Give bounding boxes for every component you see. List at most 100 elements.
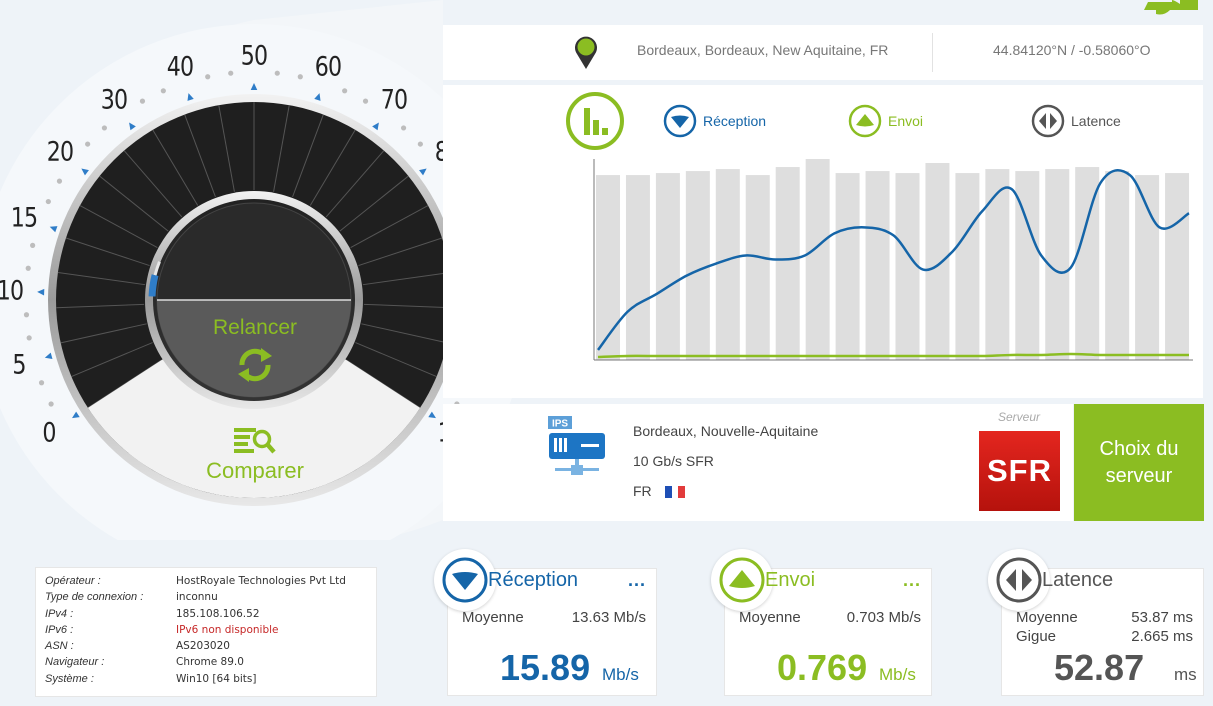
download-arrow-icon: [663, 104, 697, 138]
upload-more-button[interactable]: ...: [902, 570, 921, 590]
server-icon: IPS: [548, 416, 605, 475]
upload-arrow-icon: [848, 104, 882, 138]
download-result-card: Réception ... Moyenne 13.63 Mb/s 15.89 M…: [434, 549, 657, 696]
info-value: HostRoyale Technologies Pvt Ltd: [176, 575, 346, 587]
location-pin-icon: [575, 36, 597, 69]
gauge-tick-marker: [81, 168, 89, 176]
legend-download[interactable]: Réception: [663, 104, 766, 138]
gauge-dot: [23, 312, 30, 318]
bar-chart-toggle-icon[interactable]: [565, 91, 625, 151]
relancer-button[interactable]: Relancer: [155, 300, 355, 405]
gauge-tick-marker: [428, 411, 436, 419]
upload-series-line: [597, 352, 1189, 359]
download-average-value: 13.63 Mb/s: [571, 609, 646, 626]
gauge-tick-marker: [314, 93, 321, 101]
info-label: ASN :: [45, 640, 74, 653]
upload-badge: [711, 549, 773, 611]
server-country: FR: [633, 483, 652, 499]
info-row: Opérateur : HostRoyale Technologies Pvt L…: [45, 573, 367, 589]
refresh-icon: [238, 348, 272, 382]
gauge-segment-line: [79, 205, 158, 248]
info-label: Opérateur :: [45, 575, 101, 587]
gauge-dot: [274, 70, 280, 76]
legend-latency-label: Latence: [1071, 113, 1121, 129]
location-city: Bordeaux, Bordeaux, New Aquitaine, FR: [637, 42, 889, 58]
server-caption: Serveur: [998, 410, 1041, 424]
gauge-segment-line: [123, 150, 183, 218]
latency-bar: [655, 173, 680, 360]
upload-average-label: Moyenne: [739, 609, 801, 626]
gauge-dot: [25, 265, 31, 271]
speed-progress-arc: [148, 274, 159, 297]
download-more-button[interactable]: ...: [627, 570, 646, 590]
latency-bar: [625, 175, 650, 360]
graph-panel: Réception Envoi Latence: [443, 85, 1203, 398]
gauge-dot: [139, 98, 146, 104]
gauge-dot: [362, 98, 369, 104]
gauge-dot: [30, 242, 36, 248]
latency-bar: [1105, 171, 1130, 360]
connection-info: Opérateur : HostRoyale Technologies Pvt L…: [35, 567, 377, 697]
gauge-tick-label: 10: [0, 275, 24, 307]
gauge-segment-line: [355, 342, 437, 378]
info-value: Chrome 89.0: [176, 656, 244, 669]
gauge-tick-label: 50: [240, 40, 268, 72]
gauge-segment-line: [292, 114, 324, 198]
download-average-label: Moyenne: [462, 609, 524, 626]
latency-arrows-icon: [996, 557, 1042, 603]
gauge-dot: [342, 88, 348, 94]
latency-bar: [865, 171, 890, 360]
latency-average-value: 53.87 ms: [1131, 609, 1193, 626]
info-label: Type de connexion :: [45, 591, 144, 604]
info-row: IPv6 : IPv6 non disponible: [45, 622, 367, 638]
location-divider: [932, 33, 933, 72]
gauge-tick-label: 60: [314, 51, 341, 83]
latency-bar: [1135, 175, 1160, 360]
upload-speed-value: 0.769: [777, 647, 868, 688]
comparer-button[interactable]: Comparer: [195, 425, 315, 495]
latency-card-title: Latence: [1042, 569, 1114, 591]
gauge-dot: [26, 335, 32, 341]
latency-bar: [775, 167, 800, 360]
gauge-dot: [48, 401, 54, 407]
latency-value: 52.87: [1054, 647, 1145, 688]
server-icon-label: IPS: [552, 419, 568, 430]
latency-result-card: Latence Moyenne 53.87 ms Gigue 2.665 ms …: [988, 549, 1204, 696]
upload-average-value: 0.703 Mb/s: [846, 609, 921, 626]
legend-latency[interactable]: Latence: [1031, 104, 1121, 138]
latency-bar: [715, 169, 740, 360]
info-row: Système : Win10 [64 bits]: [45, 671, 367, 687]
legend-upload[interactable]: Envoi: [848, 104, 923, 138]
gauge-segment-line: [273, 105, 290, 192]
gauge-tick-label: 20: [46, 136, 74, 168]
info-row: IPv4 : 185.108.106.52: [45, 606, 367, 622]
jitter-label: Gigue: [1016, 628, 1057, 645]
info-label: IPv4 :: [45, 607, 74, 620]
relancer-background: [157, 300, 351, 397]
relancer-label: Relancer: [212, 316, 298, 339]
comparer-wedge: [87, 354, 421, 498]
gauge-tick-marker: [372, 122, 379, 131]
gauge-tick-label: 30: [100, 84, 127, 116]
gauge-tick-marker: [250, 83, 258, 91]
gauge-dot: [297, 74, 303, 80]
upload-speed-unit: Mb/s: [879, 665, 916, 684]
server-panel: IPS Bordeaux, Nouvelle-Aquitaine 10 Gb/s…: [443, 404, 1073, 521]
gauge-segment-line: [56, 303, 145, 309]
latency-bar: [745, 175, 770, 360]
upload-result-card: Envoi ... Moyenne 0.703 Mb/s 0.769 Mb/s: [711, 549, 932, 696]
gauge-dot: [85, 141, 91, 147]
gauge-dot: [400, 125, 407, 131]
choose-server-button[interactable]: Choix du serveur: [1074, 404, 1204, 521]
latency-bar: [895, 173, 920, 360]
download-speed-unit: Mb/s: [602, 665, 639, 684]
gauge-segment-line: [184, 114, 216, 198]
compare-list-icon: [234, 428, 276, 454]
speed-chart: [593, 159, 1193, 361]
info-value: IPv6 non disponible: [176, 623, 279, 636]
gauge-segment-line: [152, 129, 199, 206]
gauge-segment-line: [358, 237, 443, 267]
gauge-tick-marker: [72, 411, 80, 419]
latency-average-label: Moyenne: [1016, 609, 1078, 626]
legend-upload-label: Envoi: [888, 113, 924, 129]
